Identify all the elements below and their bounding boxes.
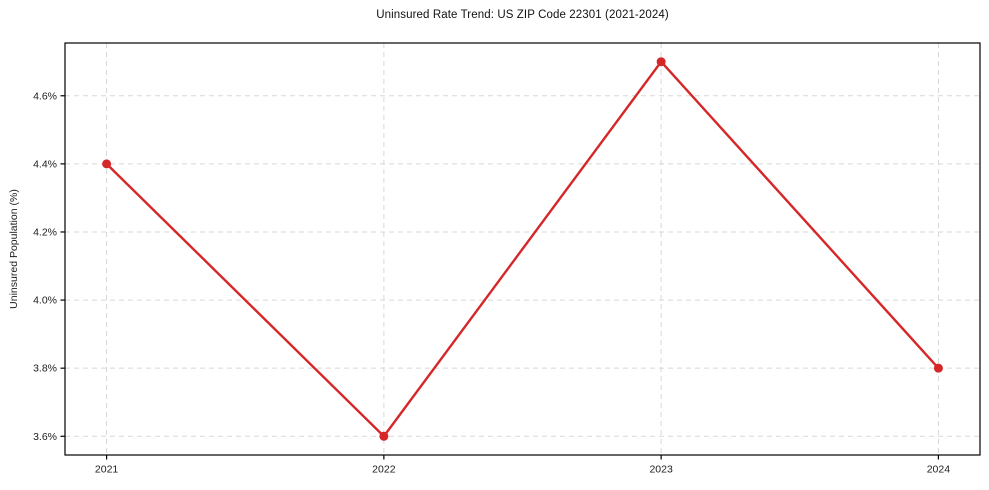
y-tick-label: 3.6% — [33, 431, 57, 443]
x-tick-label: 2023 — [649, 464, 673, 476]
trend-line — [105, 60, 940, 438]
chart-title: Uninsured Rate Trend: US ZIP Code 22301 … — [376, 9, 669, 21]
plot-border — [64, 42, 981, 456]
x-tick-label: 2024 — [927, 464, 951, 476]
y-tick-label: 4.4% — [33, 158, 57, 170]
y-tick-label: 4.6% — [33, 90, 57, 102]
y-tick-label: 4.2% — [33, 226, 57, 238]
y-tick-label: 4.0% — [33, 295, 57, 307]
data-point-2023 — [656, 57, 666, 67]
data-point-2022 — [379, 431, 389, 441]
y-tick-label: 3.8% — [33, 363, 57, 375]
data-point-2024 — [933, 363, 943, 373]
data-point-2021 — [102, 159, 112, 169]
x-tick-label: 2022 — [372, 464, 396, 476]
x-tick-label: 2021 — [95, 464, 119, 476]
